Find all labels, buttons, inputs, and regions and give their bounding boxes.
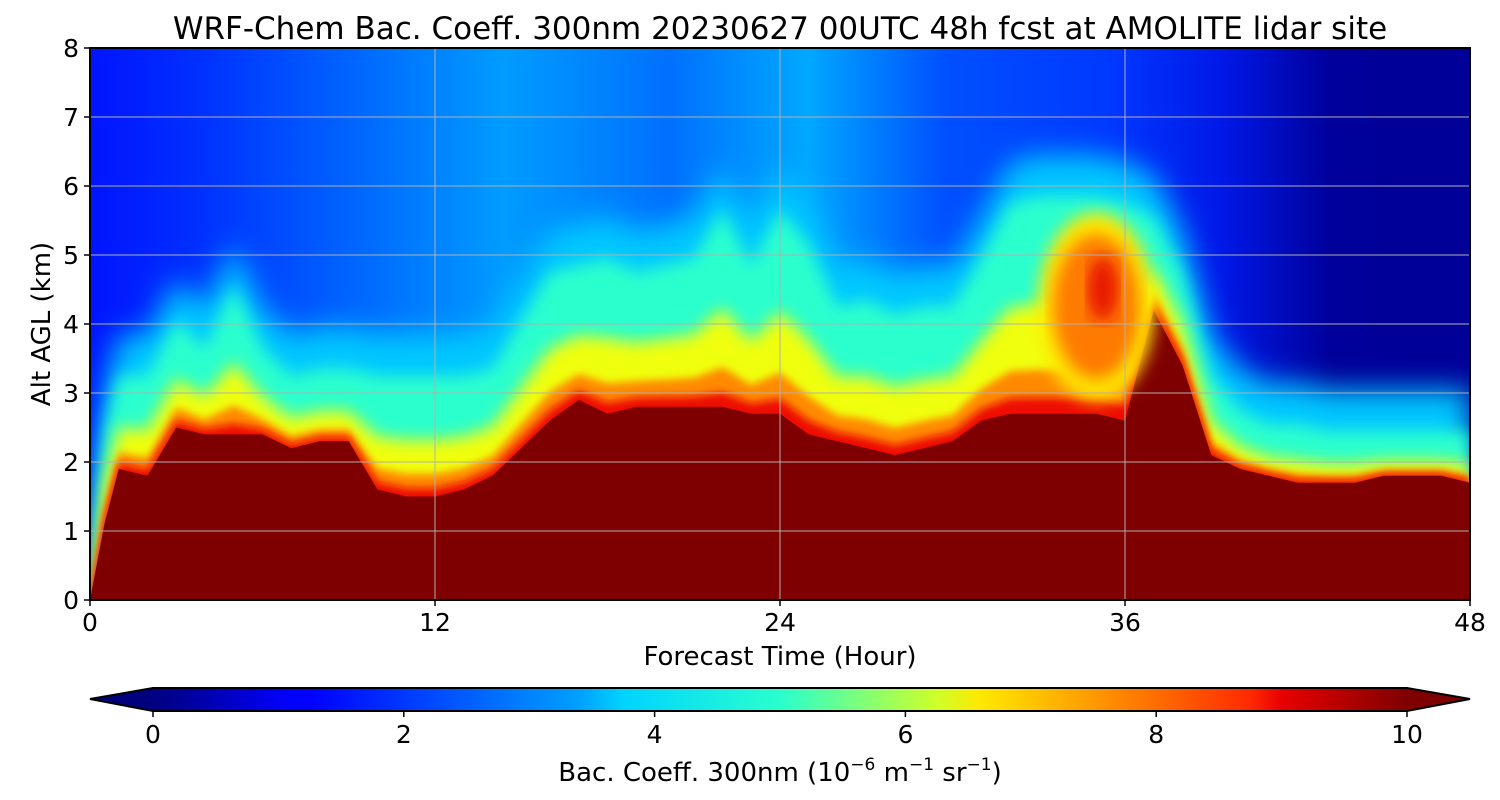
plume-core [1087,256,1118,322]
colorbar-tick-label: 8 [1148,720,1164,749]
colorbar-tick-label: 2 [396,720,412,749]
y-axis: 0 1 2 3 4 5 6 7 8 [63,34,90,615]
grid-lines [90,48,1470,600]
x-tick-label: 48 [1454,608,1486,637]
colorbar-gradient [153,688,1407,711]
chart-title: WRF-Chem Bac. Coeff. 300nm 20230627 00UT… [173,11,1387,47]
y-tick-label: 5 [63,241,79,270]
colorbar-label: Bac. Coeff. 300nm (10−6 m−1 sr−1) [558,755,1001,788]
x-axis-label: Forecast Time (Hour) [643,642,916,672]
y-tick-label: 0 [63,586,79,615]
y-tick-label: 1 [63,517,79,546]
colorbar-ticks: 0 2 4 6 8 10 [145,711,1423,749]
y-axis-label: Alt AGL (km) [27,242,57,406]
y-tick-label: 4 [63,310,79,339]
colorbar-tick-label: 4 [647,720,663,749]
y-tick-label: 2 [63,448,79,477]
colorbar-tick-label: 10 [1391,720,1423,749]
x-tick-label: 24 [764,608,796,637]
colorbar: 0 2 4 6 8 10 Bac. Coeff. 300nm (10−6 m−1 sr−1… [89,687,1471,788]
x-tick-label: 12 [419,608,451,637]
y-tick-label: 6 [63,172,79,201]
colorbar-extend-high [1407,688,1470,711]
colorbar-extend-low [90,688,153,711]
x-tick-label: 36 [1109,608,1141,637]
y-tick-label: 7 [63,103,79,132]
colorbar-tick-label: 6 [897,720,913,749]
colorbar-tick-label: 0 [145,720,161,749]
y-tick-label: 3 [63,379,79,408]
y-tick-label: 8 [63,34,79,63]
x-axis: 0 12 24 36 48 [82,600,1486,637]
x-tick-label: 0 [82,608,98,637]
